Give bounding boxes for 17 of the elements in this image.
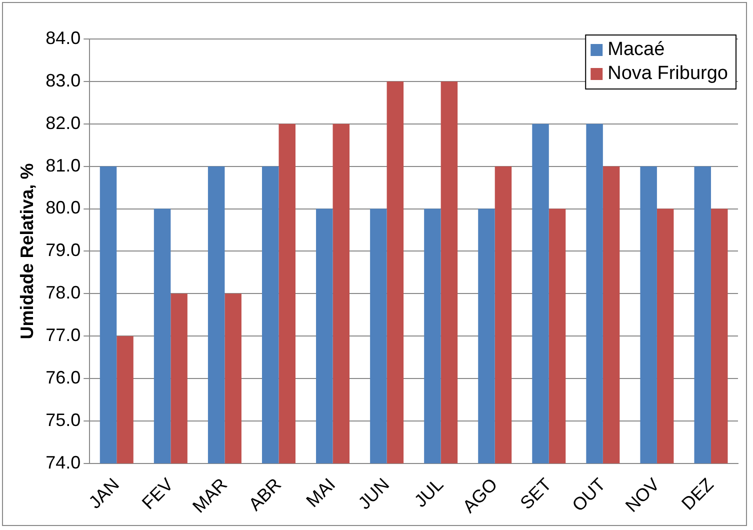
y-tick-label: 74.0: [46, 452, 81, 472]
x-tick-label: MAI: [302, 474, 340, 512]
legend-label: Nova Friburgo: [608, 63, 728, 84]
x-tick-label: JAN: [84, 474, 123, 512]
legend-label: Macaé: [608, 39, 665, 60]
y-tick-label: 83.0: [46, 70, 81, 90]
y-tick-label: 80.0: [46, 198, 81, 218]
y-tick-label: 82.0: [46, 112, 81, 133]
y-tick-label: 77.0: [46, 325, 81, 346]
y-tick-label: 79.0: [46, 240, 81, 260]
y-axis-title: Umidade Relativa, %: [16, 163, 37, 340]
y-tick-label: 84.0: [46, 28, 81, 48]
y-tick-label: 75.0: [46, 410, 81, 430]
y-tick-label: 78.0: [46, 282, 81, 303]
y-tick-label: 81.0: [46, 155, 81, 176]
x-tick-label: JUL: [410, 474, 448, 512]
y-tick-label: 76.0: [46, 368, 81, 388]
